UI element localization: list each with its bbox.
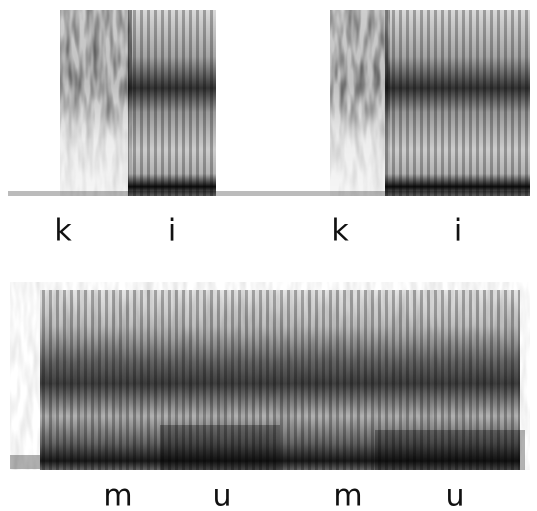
low-formant — [375, 430, 525, 470]
segment-label: i — [168, 214, 176, 249]
burst-shade — [60, 10, 132, 196]
burst-shade — [330, 10, 390, 196]
segment-label: m — [333, 479, 362, 511]
spectrogram-ki-1 — [60, 10, 216, 196]
onset — [10, 455, 40, 469]
segment-label: k — [54, 214, 72, 249]
glottal-pulses — [128, 10, 216, 196]
segment-label: k — [331, 214, 349, 249]
spectrogram-figure: k i k i m u m u — [0, 0, 537, 511]
low-formant — [160, 425, 280, 470]
spectrogram-mumu — [10, 282, 530, 470]
segment-label: u — [445, 479, 464, 511]
segment-label: u — [212, 479, 231, 511]
segment-label: i — [454, 214, 462, 249]
page: k i k i m u m u (() => { const data = JS… — [0, 0, 537, 511]
segment-label: m — [103, 479, 132, 511]
glottal-pulses — [385, 10, 530, 196]
spectrogram-ki-2 — [330, 10, 530, 196]
